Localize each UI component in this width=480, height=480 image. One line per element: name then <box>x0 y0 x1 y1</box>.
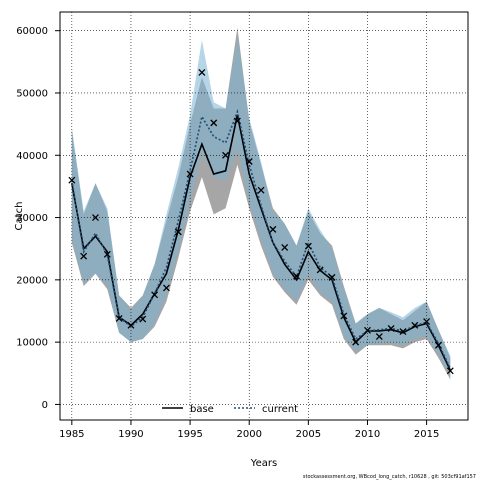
observed-point-stroke <box>80 252 88 260</box>
observed-point-stroke <box>281 243 289 251</box>
observed-point <box>92 214 99 222</box>
observed-point <box>446 367 454 375</box>
x-tick-label-1995: 1995 <box>177 429 202 440</box>
observed-point-stroke <box>222 151 230 159</box>
observed-point <box>127 321 135 329</box>
observed-point-stroke <box>174 228 182 236</box>
observed-point-stroke <box>245 158 253 165</box>
observed-point <box>352 338 360 346</box>
observed-point-stroke <box>198 68 206 76</box>
observed-point <box>103 250 111 258</box>
y-tick-label-40000: 40000 <box>16 151 48 162</box>
y-axis-title: Catch <box>14 202 25 231</box>
y-tick-label-50000: 50000 <box>16 88 48 99</box>
observed-point-stroke <box>340 312 348 320</box>
observed-point-stroke <box>375 333 383 340</box>
series-line-current <box>71 108 452 369</box>
observed-point-stroke <box>127 321 135 329</box>
x-tick-label-2015: 2015 <box>414 429 439 440</box>
observed-point-stroke <box>316 266 324 274</box>
y-axis-ticks: 0 10000 20000 30000 40000 50000 60000 <box>16 26 60 411</box>
legend-current-label: current <box>262 404 298 415</box>
observed-point <box>399 328 407 336</box>
observed-point-stroke <box>399 328 407 336</box>
series-line-base <box>71 114 452 371</box>
observed-point-stroke <box>446 367 454 375</box>
observed-point <box>364 326 371 334</box>
y-tick-label-30000: 30000 <box>16 213 48 224</box>
observed-point <box>162 284 170 292</box>
y-tick-label-10000: 10000 <box>16 338 48 349</box>
observed-point-stroke <box>269 225 277 233</box>
observed-point <box>151 291 159 299</box>
observed-point <box>198 68 206 76</box>
x-axis-title: Years <box>250 458 277 469</box>
observed-point-stroke <box>210 119 218 127</box>
observed-point-stroke <box>304 242 312 250</box>
observed-point-stroke <box>68 176 76 184</box>
observed-point <box>434 341 442 349</box>
x-tick-label-2010: 2010 <box>355 429 380 440</box>
observed-points <box>68 68 454 375</box>
observed-point <box>423 318 431 326</box>
observed-point-stroke <box>411 321 419 329</box>
observed-point <box>316 266 324 274</box>
observed-point <box>411 321 419 329</box>
y-tick-label-0: 0 <box>42 400 48 411</box>
x-tick-label-2005: 2005 <box>296 429 321 440</box>
observed-point-stroke <box>92 214 99 222</box>
observed-point-stroke <box>387 324 395 332</box>
observed-point <box>80 252 88 260</box>
observed-point <box>257 186 265 194</box>
observed-point <box>375 333 383 340</box>
plot-frame <box>59 11 469 421</box>
footnote: stockassessment.org, WBcod_long_catch, r… <box>303 474 476 480</box>
observed-point <box>210 119 218 127</box>
observed-point <box>174 228 182 236</box>
x-tick-label-1985: 1985 <box>59 429 84 440</box>
observed-point <box>328 273 336 281</box>
observed-point <box>293 272 300 280</box>
observed-point-stroke <box>423 318 431 326</box>
observed-point <box>281 243 289 251</box>
grid-lines <box>60 12 468 420</box>
y-tick-label-20000: 20000 <box>16 275 48 286</box>
legend: base current <box>162 404 298 415</box>
observed-point-stroke <box>364 326 371 334</box>
observed-point <box>222 151 230 159</box>
observed-point <box>245 158 253 165</box>
legend-base-label: base <box>190 404 214 415</box>
observed-point-stroke <box>257 186 265 194</box>
x-axis-ticks: 1985 1990 1995 2000 2005 2010 2015 <box>59 420 439 440</box>
observed-point-stroke <box>328 273 336 281</box>
observed-point-stroke <box>434 341 442 349</box>
observed-point <box>233 117 241 125</box>
observed-point <box>139 315 147 323</box>
x-tick-label-1990: 1990 <box>118 429 143 440</box>
observed-point <box>68 176 76 184</box>
observed-point-stroke <box>151 291 159 299</box>
series-lines <box>71 108 452 371</box>
observed-point <box>115 315 123 322</box>
observed-point <box>269 225 277 233</box>
observed-point-stroke <box>186 170 194 178</box>
observed-point <box>387 324 395 332</box>
observed-point-stroke <box>103 250 111 258</box>
observed-point-stroke <box>115 315 123 322</box>
observed-point-stroke <box>293 272 300 280</box>
observed-point-stroke <box>233 117 241 125</box>
observed-point-stroke <box>139 315 147 323</box>
observed-point <box>304 242 312 250</box>
observed-point-stroke <box>352 338 360 346</box>
observed-point <box>340 312 348 320</box>
observed-point-stroke <box>162 284 170 292</box>
observed-point <box>186 170 194 178</box>
x-tick-label-2000: 2000 <box>236 429 261 440</box>
y-tick-label-60000: 60000 <box>16 26 48 37</box>
